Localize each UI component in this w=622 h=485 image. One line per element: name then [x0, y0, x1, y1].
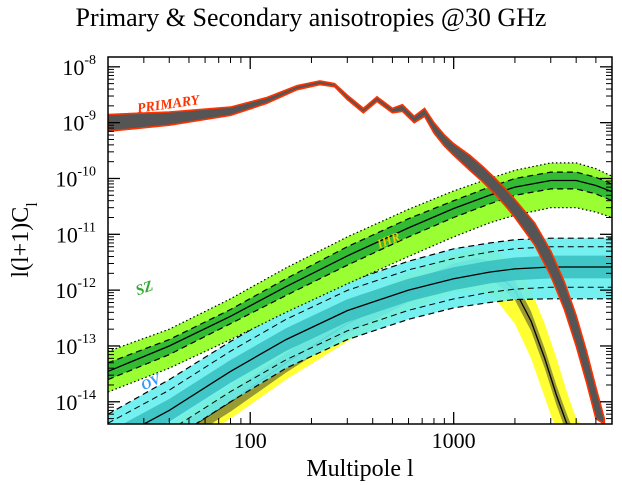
y-tick-base: 10: [55, 278, 77, 303]
y-tick-label-6: 10-14: [55, 388, 96, 415]
y-tick-exponent: -13: [77, 332, 96, 347]
ov-lower-dashed: [194, 298, 612, 424]
y-tick-exponent: -10: [77, 164, 96, 179]
y-tick-label-1: 10-9: [62, 109, 96, 136]
y-tick-label-4: 10-12: [55, 276, 96, 303]
x-tick-label-1: 1000: [432, 428, 476, 453]
y-axis-title-sub: l: [24, 202, 41, 207]
sz-inner-lower-dashed: [108, 188, 612, 381]
x-axis-title: Multipole l: [306, 456, 414, 482]
y-tick-exponent: -14: [77, 388, 96, 403]
y-tick-base: 10: [62, 55, 84, 80]
plot-area: [108, 80, 612, 424]
y-tick-label-0: 10-8: [62, 53, 96, 80]
y-tick-exponent: -11: [78, 220, 96, 235]
x-tick-label-0: 100: [234, 428, 267, 453]
y-axis-title-main: l(l+1)C: [8, 207, 34, 278]
sz-inner-upper-dashed: [108, 171, 612, 364]
y-tick-exponent: -8: [84, 53, 96, 68]
plot-frame: [107, 56, 613, 425]
sz-outer-lower-dotted: [108, 207, 612, 393]
ov-band-inner: [122, 255, 612, 424]
primary-band: [108, 80, 606, 424]
ov-mid-lower-dashed: [178, 286, 612, 424]
y-tick-exponent: -12: [77, 276, 96, 291]
y-tick-label-3: 10-11: [56, 220, 96, 247]
y-tick-label-5: 10-13: [55, 332, 96, 359]
chart-title: Primary & Secondary anisotropies @30 GHz: [76, 3, 547, 32]
sz-band-outer: [108, 162, 612, 392]
y-tick-base: 10: [55, 390, 77, 415]
ov-upper-dashed: [108, 237, 612, 415]
ov-mid-upper-dashed: [108, 246, 612, 424]
y-tick-base: 10: [55, 166, 77, 191]
annotation-sz: SZ: [134, 278, 156, 299]
y-tick-label-2: 10-10: [55, 164, 96, 191]
sz-center-line: [108, 179, 612, 373]
y-tick-exponent: -9: [84, 109, 96, 124]
y-tick-base: 10: [62, 111, 84, 136]
sz-outer-upper-dotted: [108, 162, 612, 352]
y-tick-base: 10: [56, 222, 78, 247]
y-axis-title: l(l+1)Cl: [8, 202, 41, 278]
y-tick-base: 10: [55, 334, 77, 359]
